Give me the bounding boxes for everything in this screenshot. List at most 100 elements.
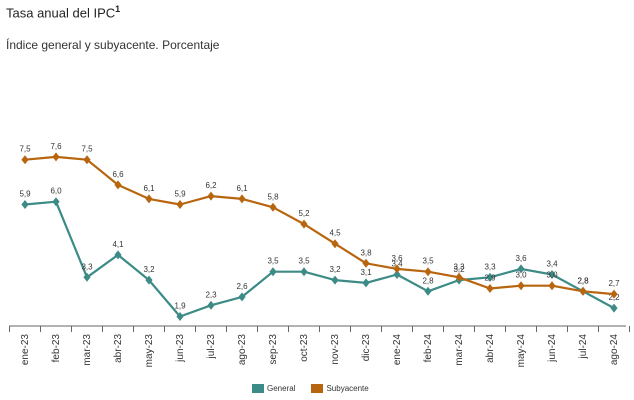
x-tick-label: nov-23 bbox=[330, 334, 341, 365]
data-point-subyacente bbox=[269, 202, 277, 212]
chart-subtitle: Índice general y subyacente. Porcentaje bbox=[6, 38, 220, 52]
x-tick-label: mar-24 bbox=[454, 334, 465, 366]
data-label-subyacente: 3,8 bbox=[360, 248, 372, 257]
data-label-general: 2,8 bbox=[422, 276, 434, 285]
data-label-subyacente: 6,6 bbox=[112, 170, 124, 179]
legend-label-general: General bbox=[267, 384, 296, 393]
data-label-subyacente: 5,9 bbox=[174, 190, 186, 199]
x-tick-label: jul-24 bbox=[578, 334, 589, 360]
data-label-general: 5,9 bbox=[19, 190, 31, 199]
data-point-subyacente bbox=[176, 200, 184, 209]
data-point-general bbox=[114, 250, 122, 260]
data-point-general bbox=[269, 267, 277, 277]
data-label-subyacente: 6,2 bbox=[205, 181, 217, 190]
x-tick-label: abr-24 bbox=[485, 334, 496, 363]
data-label-subyacente: 3,0 bbox=[515, 271, 527, 280]
data-label-general: 3,2 bbox=[453, 265, 465, 274]
data-point-subyacente bbox=[331, 239, 339, 249]
series-line-subyacente bbox=[24, 155, 615, 296]
data-point-subyacente bbox=[300, 219, 308, 229]
x-tick-label: mar-23 bbox=[82, 334, 93, 366]
data-point-general bbox=[300, 267, 308, 277]
data-point-subyacente bbox=[362, 258, 370, 268]
data-label-subyacente: 7,5 bbox=[81, 145, 93, 154]
data-point-subyacente bbox=[21, 155, 29, 165]
data-label-general: 3,3 bbox=[81, 262, 93, 271]
x-tick-label: feb-23 bbox=[51, 334, 62, 363]
legend-item-subyacente: Subyacente bbox=[311, 384, 369, 393]
data-point-general bbox=[176, 312, 184, 321]
data-point-subyacente bbox=[238, 194, 246, 204]
series-line-general bbox=[24, 200, 615, 318]
legend-swatch-subyacente bbox=[311, 384, 324, 393]
data-point-subyacente bbox=[517, 281, 525, 291]
data-point-subyacente bbox=[455, 272, 463, 282]
data-label-subyacente: 2,8 bbox=[577, 276, 589, 285]
data-point-subyacente bbox=[610, 289, 618, 299]
data-label-general: 3,5 bbox=[298, 257, 310, 266]
data-point-general bbox=[207, 300, 215, 310]
data-point-general bbox=[424, 286, 432, 296]
data-point-general bbox=[393, 270, 401, 279]
data-label-general: 3,3 bbox=[484, 262, 496, 271]
legend-label-subyacente: Subyacente bbox=[326, 384, 369, 393]
data-point-subyacente bbox=[548, 281, 556, 291]
data-label-subyacente: 3,5 bbox=[422, 257, 434, 266]
data-point-subyacente bbox=[424, 267, 432, 277]
data-point-general bbox=[21, 200, 29, 209]
data-point-subyacente bbox=[393, 264, 401, 274]
data-label-general: 6,0 bbox=[50, 187, 62, 196]
data-point-general bbox=[517, 264, 525, 274]
data-point-general bbox=[145, 275, 153, 285]
data-label-subyacente: 4,5 bbox=[329, 229, 341, 238]
data-point-general bbox=[486, 272, 494, 282]
data-label-subyacente: 6,1 bbox=[236, 184, 248, 193]
data-point-subyacente bbox=[579, 286, 587, 296]
data-label-subyacente: 6,1 bbox=[143, 184, 155, 193]
data-label-general: 3,2 bbox=[329, 265, 341, 274]
data-label-subyacente: 2,7 bbox=[608, 279, 620, 288]
data-label-general: 2,8 bbox=[577, 276, 589, 285]
data-label-general: 3,2 bbox=[143, 265, 155, 274]
x-tick-label: sep-23 bbox=[268, 334, 279, 365]
data-point-subyacente bbox=[83, 155, 91, 165]
x-tick-label: jul-23 bbox=[206, 334, 217, 360]
x-tick-label: abr-23 bbox=[113, 334, 124, 363]
data-label-general: 3,4 bbox=[546, 260, 558, 269]
data-point-general bbox=[610, 303, 618, 313]
data-label-subyacente: 2,9 bbox=[484, 274, 496, 283]
data-label-general: 3,4 bbox=[391, 260, 403, 269]
x-tick-label: ene-24 bbox=[392, 334, 403, 366]
x-tick-label: ene-23 bbox=[20, 334, 31, 366]
legend-swatch-general bbox=[252, 384, 264, 393]
data-label-subyacente: 3,0 bbox=[546, 271, 558, 280]
x-tick-label: jun-24 bbox=[547, 334, 558, 363]
data-label-general: 2,3 bbox=[205, 290, 217, 299]
data-point-subyacente bbox=[145, 194, 153, 204]
data-label-general: 3,6 bbox=[515, 254, 527, 263]
data-label-general: 4,1 bbox=[112, 240, 124, 249]
data-label-general: 1,9 bbox=[174, 302, 186, 311]
legend-item-general: General bbox=[252, 384, 295, 393]
data-point-subyacente bbox=[207, 191, 215, 201]
x-tick-label: dic-23 bbox=[361, 334, 372, 362]
data-label-subyacente: 3,6 bbox=[391, 254, 403, 263]
data-label-subyacente: 5,2 bbox=[298, 209, 310, 218]
data-point-subyacente bbox=[486, 284, 494, 293]
x-tick-label: ago-24 bbox=[609, 334, 620, 366]
x-tick-label: may-23 bbox=[144, 334, 155, 368]
data-point-subyacente bbox=[114, 180, 122, 190]
data-label-general: 3,1 bbox=[360, 268, 372, 277]
x-tick-label: oct-23 bbox=[299, 334, 310, 362]
data-label-subyacente: 7,6 bbox=[50, 142, 62, 151]
x-tick-label: feb-24 bbox=[423, 334, 434, 363]
data-point-general bbox=[83, 272, 91, 282]
data-point-general bbox=[362, 278, 370, 288]
data-label-general: 2,6 bbox=[236, 282, 248, 291]
data-point-general bbox=[548, 270, 556, 279]
x-tick-label: jun-23 bbox=[175, 334, 186, 363]
data-point-general bbox=[238, 292, 246, 302]
title-superscript: 1 bbox=[115, 4, 121, 14]
data-label-general: 3,5 bbox=[267, 257, 279, 266]
